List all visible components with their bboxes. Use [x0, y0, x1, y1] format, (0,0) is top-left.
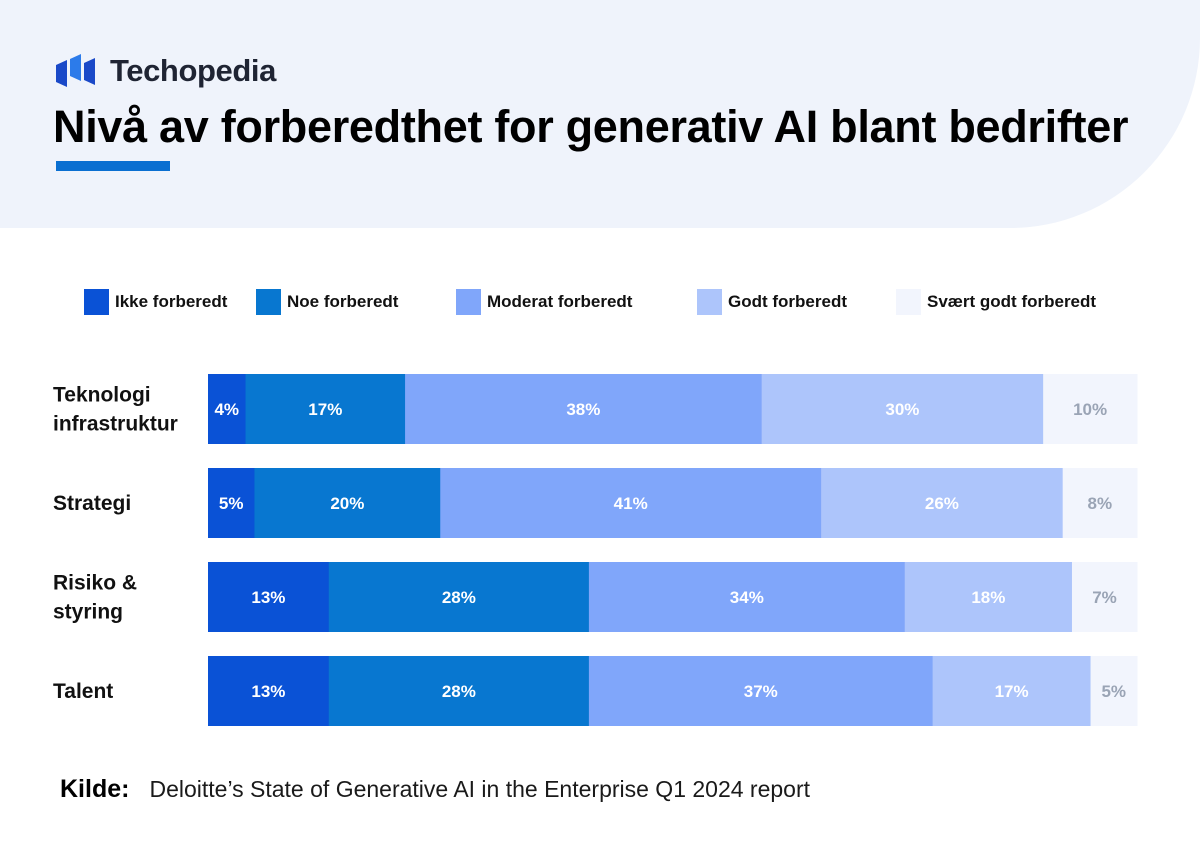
data-label: 37% [744, 682, 778, 701]
bar-segment [1043, 374, 1138, 444]
bar-segment [1090, 656, 1138, 726]
category-label-line: Talent [53, 680, 113, 703]
legend-label: Svært godt forberedt [927, 292, 1097, 311]
bar-segment [245, 374, 406, 444]
legend-label: Moderat forberedt [487, 292, 633, 311]
category-label-line: infrastruktur [53, 413, 178, 436]
bar-segment [588, 562, 906, 632]
bar-segment [208, 374, 247, 444]
legend-swatch [697, 289, 722, 315]
data-label: 13% [251, 588, 285, 607]
legend-swatch [256, 289, 281, 315]
stacked-bar-chart: 4% 17% 38% 30% 10% Teknologi infrastruktur 5% 20… [53, 374, 1138, 726]
data-label: 17% [995, 682, 1029, 701]
category-label: Teknologi infrastruktur [53, 384, 178, 436]
category-label: Talent [53, 680, 113, 703]
bar-segment [208, 656, 330, 726]
category-label-line: styring [53, 601, 123, 624]
bar-segment [904, 562, 1073, 632]
legend-label: Godt forberedt [728, 292, 847, 311]
bar-segment [208, 562, 330, 632]
category-label: Strategi [53, 492, 131, 515]
data-label: 13% [251, 682, 285, 701]
bar-segment [405, 374, 763, 444]
source-text: Deloitte’s State of Generative AI in the… [149, 775, 811, 802]
data-label: 5% [1101, 682, 1126, 701]
data-label: 17% [308, 400, 342, 419]
data-label: 7% [1092, 588, 1117, 607]
data-label: 5% [219, 494, 244, 513]
bar-segment [328, 562, 590, 632]
bar-segment [328, 656, 590, 726]
data-label: 34% [730, 588, 764, 607]
data-label: 28% [442, 588, 476, 607]
title-underline [56, 161, 170, 171]
data-label: 28% [442, 682, 476, 701]
legend-swatch [896, 289, 921, 315]
legend-swatch [84, 289, 109, 315]
data-label: 4% [214, 400, 239, 419]
bar-segment [761, 374, 1044, 444]
category-label-line: Risiko & [53, 572, 137, 595]
legend-swatch [456, 289, 481, 315]
data-label: 38% [566, 400, 600, 419]
data-label: 41% [614, 494, 648, 513]
category-label-line: Teknologi [53, 384, 151, 407]
bar-segment [440, 468, 822, 538]
bar-segment [1071, 562, 1138, 632]
data-label: 18% [971, 588, 1005, 607]
bar-segment [821, 468, 1064, 538]
legend-item: Noe forberedt [256, 287, 398, 317]
bar-segment [932, 656, 1092, 726]
data-label: 10% [1073, 400, 1107, 419]
legend-label: Ikke forberedt [115, 292, 228, 311]
bar-segment [1062, 468, 1138, 538]
brand-name: Techopedia [110, 53, 276, 88]
bar-segment [588, 656, 934, 726]
source-line: Kilde: Deloitte’s State of Generative AI… [60, 772, 810, 806]
techopedia-logo-icon [56, 54, 95, 87]
data-label: 8% [1088, 494, 1113, 513]
source-label: Kilde: [60, 774, 130, 803]
chart-legend: Ikke forberedt Noe forberedt Moderat forbe… [0, 287, 1200, 317]
legend-item: Moderat forberedt [456, 287, 632, 317]
legend-item: Svært godt forberedt [896, 287, 1096, 317]
legend-label: Noe forberedt [287, 292, 399, 311]
header-background [0, 0, 1200, 228]
legend-item: Ikke forberedt [84, 287, 227, 317]
category-label-line: Strategi [53, 492, 131, 515]
data-label: 30% [885, 400, 919, 419]
legend-item: Godt forberedt [697, 287, 847, 317]
brand: Techopedia [56, 50, 276, 92]
data-label: 26% [925, 494, 959, 513]
category-label: Risiko & styring [53, 572, 137, 624]
page-title: Nivå av forberedthet for generativ AI bl… [53, 101, 1129, 152]
data-label: 20% [330, 494, 364, 513]
bar-segment [208, 468, 255, 538]
bar-segment [254, 468, 441, 538]
